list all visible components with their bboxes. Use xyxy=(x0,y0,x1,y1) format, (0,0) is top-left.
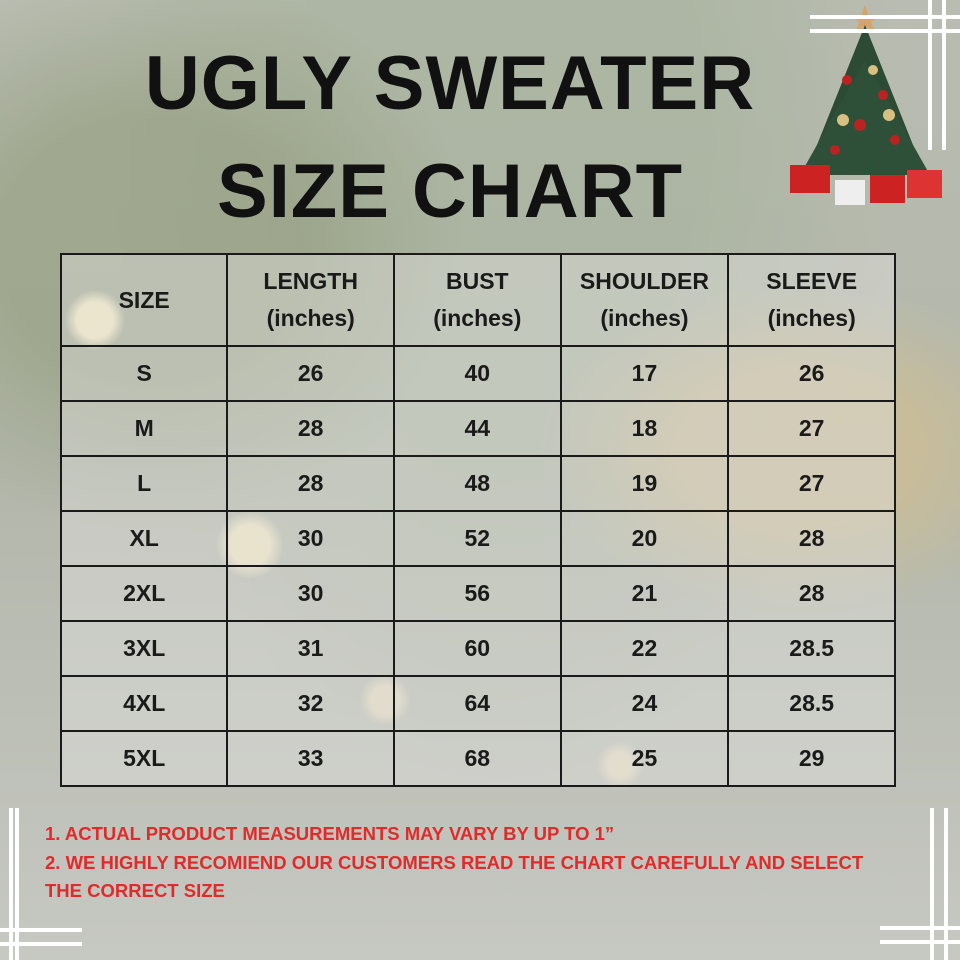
header-text: BUST xyxy=(445,268,509,294)
table-cell: 28 xyxy=(727,565,896,622)
column-header: BUST (inches) xyxy=(393,253,562,347)
corner-line xyxy=(0,942,82,946)
table-cell: 40 xyxy=(393,345,562,402)
table-cell: 32 xyxy=(226,675,396,732)
table-row: 3XL 31 60 22 28.5 xyxy=(59,620,896,677)
table-cell: 22 xyxy=(559,620,730,677)
table-cell: 56 xyxy=(393,565,562,622)
table-cell: 31 xyxy=(226,620,396,677)
table-cell: 18 xyxy=(559,400,730,457)
table-cell: 29 xyxy=(727,730,896,787)
table-cell: 64 xyxy=(393,675,562,732)
table-cell: 27 xyxy=(727,400,896,457)
table-cell: 17 xyxy=(559,345,730,402)
table-cell: 27 xyxy=(727,455,896,512)
column-header: LENGTH (inches) xyxy=(226,253,396,347)
corner-line xyxy=(810,29,960,33)
header-text: SLEEVE xyxy=(766,268,858,294)
title-line-1: UGLY SWEATER xyxy=(144,41,756,126)
table-cell: 3XL xyxy=(59,620,229,677)
corner-line xyxy=(810,15,960,19)
table-cell: 33 xyxy=(226,730,396,787)
header-text: (inches) xyxy=(767,305,856,331)
table-cell: 68 xyxy=(393,730,562,787)
corner-line xyxy=(944,808,948,960)
note-2: 2. WE HIGHLY RECOMIEND OUR CUSTOMERS REA… xyxy=(45,851,864,902)
header-text: (inches) xyxy=(433,305,522,331)
table-cell: 44 xyxy=(393,400,562,457)
header-text: (inches) xyxy=(266,305,355,331)
header-text: (inches) xyxy=(600,305,689,331)
table-cell: 26 xyxy=(226,345,396,402)
table-cell: 19 xyxy=(559,455,730,512)
header-text: LENGTH xyxy=(263,268,358,294)
table-cell: 30 xyxy=(226,565,396,622)
table-cell: 28.5 xyxy=(727,620,896,677)
table-cell: 25 xyxy=(559,730,730,787)
table-cell: S xyxy=(59,345,229,402)
table-row: 2XL 30 56 21 28 xyxy=(59,565,896,622)
table-cell: 26 xyxy=(727,345,896,402)
corner-line xyxy=(942,0,946,150)
corner-line xyxy=(880,940,960,944)
corner-line xyxy=(880,926,960,930)
table-cell: 28 xyxy=(727,510,896,567)
column-header: SIZE xyxy=(59,253,229,347)
table-cell: 24 xyxy=(559,675,730,732)
corner-line xyxy=(9,808,13,960)
corner-line xyxy=(928,0,932,150)
header-text: SIZE xyxy=(118,286,170,313)
note-1: 1. ACTUAL PRODUCT MEASUREMENTS MAY VARY … xyxy=(45,823,615,844)
title-line-2: SIZE CHART xyxy=(217,149,683,234)
table-row: 4XL 32 64 24 28.5 xyxy=(59,675,896,732)
christmas-tree-icon xyxy=(790,5,942,205)
table-cell: 21 xyxy=(559,565,730,622)
table-cell: 28.5 xyxy=(727,675,896,732)
table-cell: 28 xyxy=(226,400,396,457)
corner-line xyxy=(930,808,934,960)
table-cell: 48 xyxy=(393,455,562,512)
header-text: SHOULDER xyxy=(579,268,709,294)
table-cell: 28 xyxy=(226,455,396,512)
table-row: S 26 40 17 26 xyxy=(59,345,896,402)
table-row: 5XL 33 68 25 29 xyxy=(59,730,896,787)
table-cell: 30 xyxy=(226,510,396,567)
corner-line xyxy=(15,808,19,960)
table-cell: M xyxy=(59,400,229,457)
table-cell: 2XL xyxy=(59,565,229,622)
table-cell: 20 xyxy=(559,510,730,567)
table-row: XL 30 52 20 28 xyxy=(59,510,896,567)
table-cell: L xyxy=(59,455,229,512)
table-cell: XL xyxy=(59,510,229,567)
table-cell: 5XL xyxy=(59,730,229,787)
column-header: SHOULDER (inches) xyxy=(559,253,730,347)
corner-line xyxy=(0,928,82,932)
notes: 1. ACTUAL PRODUCT MEASUREMENTS MAY VARY … xyxy=(45,820,875,906)
table-row: L 28 48 19 27 xyxy=(59,455,896,512)
column-header: SLEEVE (inches) xyxy=(727,253,896,347)
table-cell: 4XL xyxy=(59,675,229,732)
table-cell: 52 xyxy=(393,510,562,567)
table-row: M 28 44 18 27 xyxy=(59,400,896,457)
size-chart-table: SIZE LENGTH (inches) BUST (inches) SHOULDER (i… xyxy=(59,253,896,787)
table-cell: 60 xyxy=(393,620,562,677)
